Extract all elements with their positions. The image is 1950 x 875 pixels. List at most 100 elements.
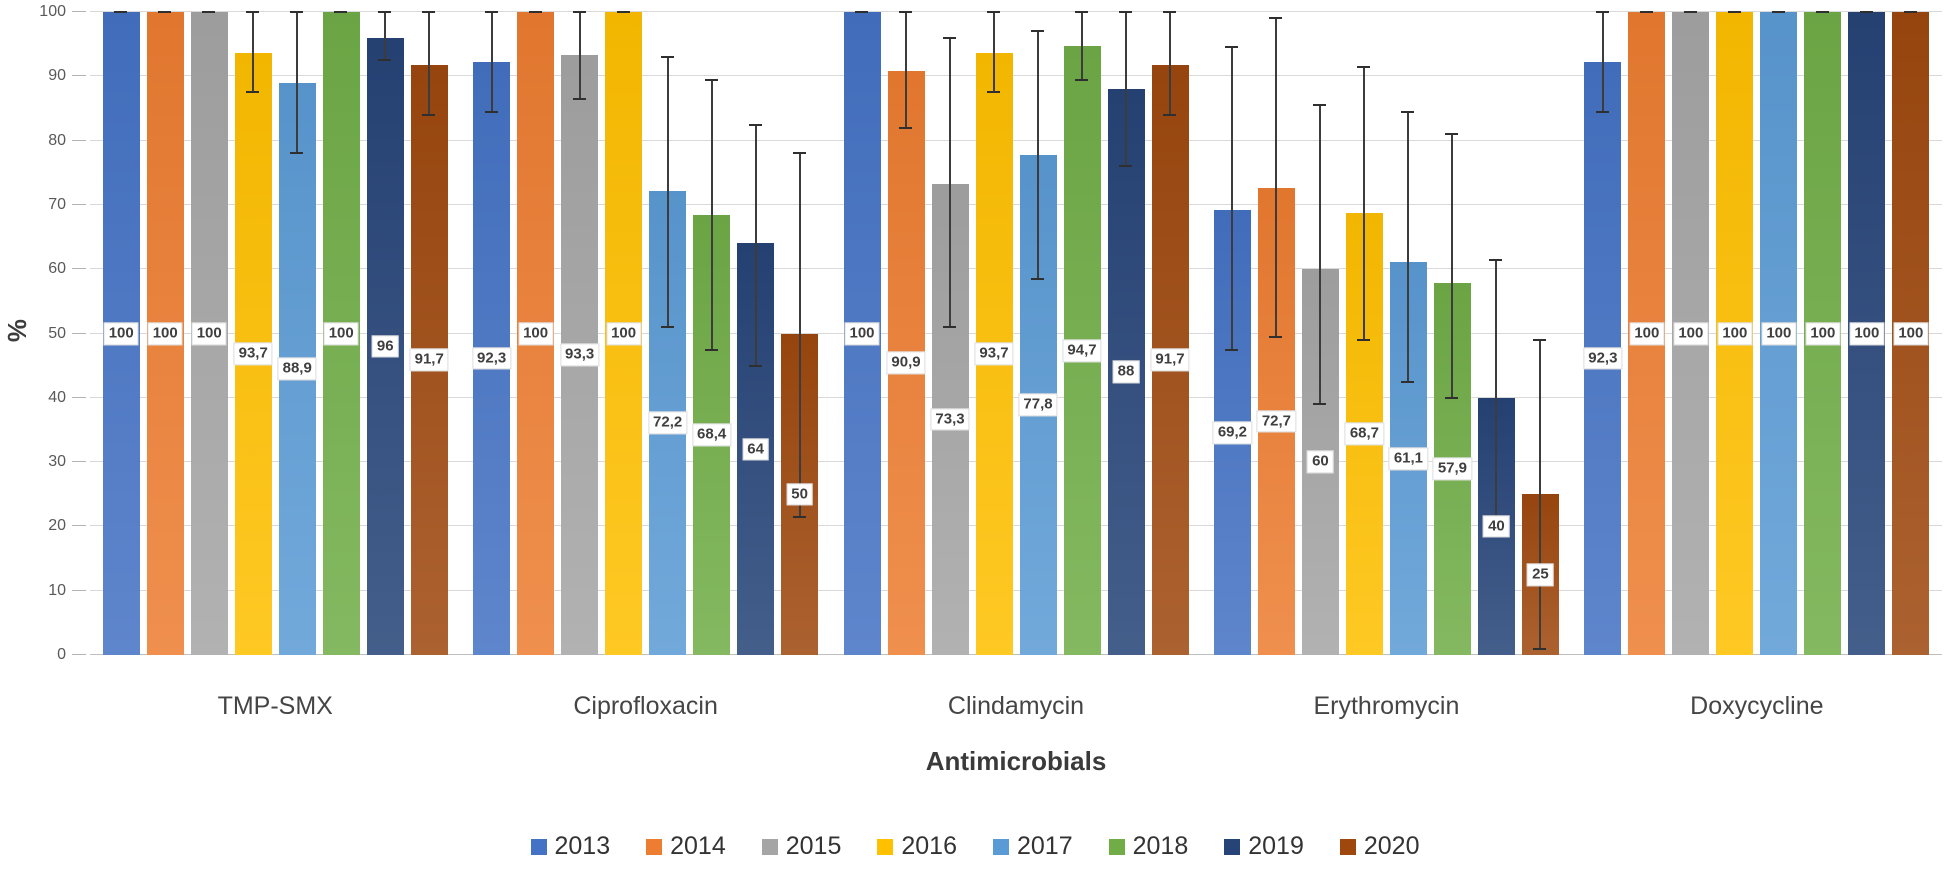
category-label-clindamycin: Clindamycin [947, 692, 1085, 720]
bar-slot: 92,3 [1583, 11, 1623, 655]
error-bar-line [1231, 47, 1234, 350]
y-tick-label: 40 [48, 388, 66, 406]
error-bar-line [993, 12, 996, 93]
legend: 2013 2014 2015 2016 2017 2018 2019 2020 [0, 834, 1950, 859]
error-bar-cap-high [660, 56, 674, 59]
error-bar-cap-high [987, 11, 1001, 13]
legend-swatch-icon [646, 838, 663, 855]
legend-item-2014: 2014 [646, 834, 726, 859]
bar-value-label: 100 [1673, 322, 1709, 345]
error-bar-cap-low [704, 348, 718, 351]
error-bar-line [1037, 31, 1040, 279]
bar-slot: 90,9 [886, 11, 926, 655]
category-label-tmp-smx: TMP-SMX [217, 692, 333, 720]
error-bar-cap-low [1595, 110, 1609, 113]
bar-slot: 100 [517, 11, 555, 655]
bar-slot: 40 [1477, 12, 1515, 655]
bar-value-label: 64 [742, 437, 769, 461]
bar-slot: 72,7 [1256, 12, 1297, 655]
error-bar-line [296, 12, 299, 154]
error-bar-line [1081, 12, 1084, 80]
y-tick-label: 80 [48, 131, 66, 149]
gridline-30 [90, 461, 1942, 463]
error-bar-cap-low [1269, 335, 1283, 338]
category-label-doxycycline: Doxycycline [1690, 692, 1824, 720]
legend-label: 2017 [1017, 832, 1073, 860]
bar-slot: 100 [605, 11, 643, 655]
bar-value-label: 92,3 [1583, 346, 1623, 370]
bar-value-label: 100 [518, 322, 554, 345]
bar-groups: 100 100 100 93,7 88,9 100 96 91,7 92,3 100 93,3 100… [90, 11, 1942, 655]
error-bar-cap-high [1815, 11, 1829, 13]
error-bar-line [490, 12, 493, 112]
error-bar-line [252, 12, 255, 93]
error-bar-cap-high [378, 11, 392, 13]
bar-group-doxycycline: 92,3 100 100 100 100 100 100 100 [1572, 11, 1942, 655]
gridline-20 [90, 525, 1942, 527]
bar-slot: 100 [1804, 11, 1842, 655]
error-bar-cap-low [484, 110, 498, 113]
gridline-90 [90, 75, 1942, 77]
bar-slot: 100 [843, 11, 881, 655]
category-label-erythromycin: Erythromycin [1313, 692, 1460, 720]
error-bar-cap-high [1163, 11, 1177, 13]
bar-value-label: 100 [1629, 322, 1665, 345]
legend-swatch-icon [993, 838, 1009, 855]
y-tick-mark [72, 203, 86, 205]
error-bar-line [710, 79, 713, 350]
bar-value-label: 77,8 [1018, 393, 1058, 417]
error-bar-cap-low [792, 515, 806, 518]
error-bar-cap-low [1357, 338, 1371, 341]
legend-swatch-icon [1224, 838, 1241, 855]
error-bar-line [949, 37, 952, 328]
error-bar-cap-low [660, 326, 674, 329]
bar-slot: 100 [1848, 11, 1886, 655]
legend-label: 2018 [1132, 832, 1189, 860]
error-bar-cap-high [792, 152, 806, 155]
error-bar-cap-low [1401, 380, 1415, 383]
legend-item-2020: 2020 [1339, 832, 1420, 860]
error-bar-cap-high [1771, 11, 1785, 13]
bar-group-tmp-smx: 100 100 100 93,7 88,9 100 96 91,7 [90, 11, 460, 655]
bar-value-label: 91,7 [409, 348, 449, 372]
error-bar-cap-low [1031, 277, 1045, 280]
y-tick-label: 70 [48, 195, 66, 213]
bar-slot: 88 [1107, 11, 1145, 655]
y-tick-label: 50 [48, 324, 66, 342]
error-bar-cap-high [1269, 17, 1283, 20]
bar-value-label: 50 [786, 482, 813, 506]
bar-group-ciprofloxacin: 92,3 100 93,3 100 72,2 68,4 64 50 [460, 11, 830, 655]
bar-slot: 68,4 [692, 12, 732, 655]
y-tick-label: 10 [48, 581, 66, 599]
error-bar-cap-high [748, 123, 762, 126]
bar-slot: 69,2 [1212, 12, 1253, 655]
gridline-50 [90, 332, 1942, 334]
legend-item-2013: 2013 [530, 834, 610, 859]
error-bar-cap-low [1313, 403, 1327, 406]
bar-slot: 50 [781, 12, 819, 655]
bar-value-label: 100 [103, 322, 139, 345]
y-tick-label: 60 [48, 260, 66, 278]
error-bar-cap-low [1119, 165, 1133, 168]
gridline-60 [90, 268, 1942, 270]
legend-label: 2020 [1363, 832, 1420, 860]
error-bar-line [905, 12, 908, 128]
error-bar-cap-high [1357, 65, 1371, 68]
error-bar-cap-high [943, 36, 957, 39]
legend-label: 2015 [785, 832, 842, 860]
bar-value-label: 100 [191, 322, 227, 345]
y-tick-label: 30 [48, 453, 66, 471]
bar-slot: 72,2 [648, 12, 688, 655]
legend-item-2016: 2016 [877, 834, 957, 859]
bar-slot: 100 [190, 11, 228, 655]
error-bar-cap-low [246, 91, 260, 94]
error-bar-cap-low [1225, 348, 1239, 351]
bar-slot: 100 [1892, 11, 1930, 655]
bar-slot: 93,3 [560, 11, 600, 655]
error-bar-cap-high [1533, 338, 1547, 341]
bar-value-label: 100 [1717, 322, 1753, 345]
error-bar-cap-low [943, 326, 957, 329]
error-bar-cap-high [290, 11, 304, 13]
error-bar-line [1363, 66, 1366, 340]
